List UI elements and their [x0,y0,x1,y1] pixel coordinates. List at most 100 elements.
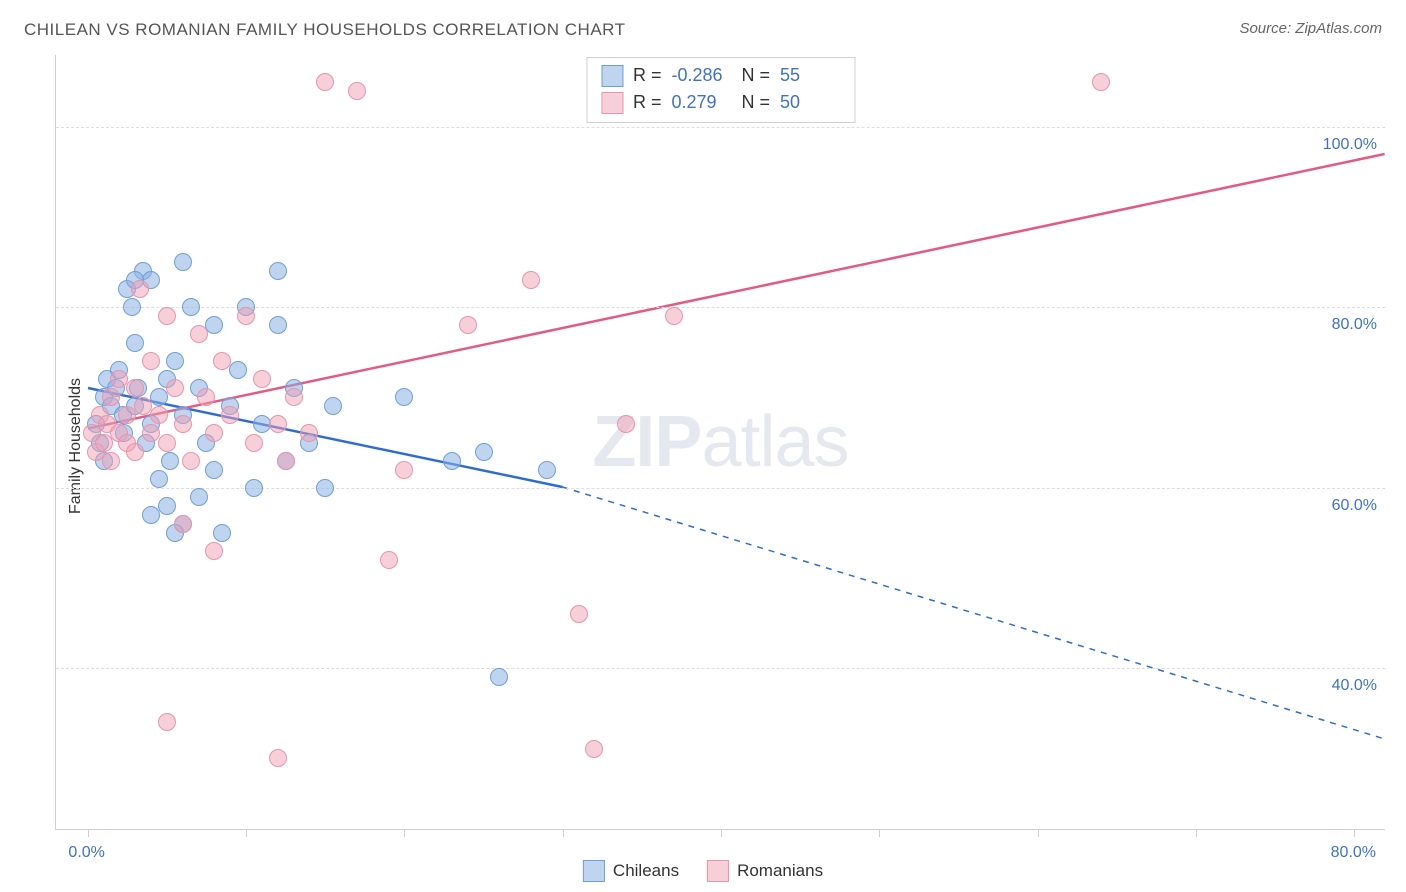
data-point [213,352,231,370]
y-tick-label: 40.0% [1332,677,1377,695]
data-point [150,470,168,488]
x-tick [404,829,405,837]
legend-n-value: 50 [780,89,840,116]
data-point [348,82,366,100]
data-point [161,452,179,470]
data-point [166,379,184,397]
data-point [490,668,508,686]
legend-r-label: R = [633,89,662,116]
correlation-legend: R = -0.286 N = 55 R = 0.279 N = 50 [586,57,855,123]
data-point [197,388,215,406]
y-tick-label: 100.0% [1323,136,1377,154]
data-point [126,334,144,352]
data-point [443,452,461,470]
data-point [253,370,271,388]
x-tick [1038,829,1039,837]
data-point [380,551,398,569]
series-name: Chileans [613,861,679,881]
data-point [316,73,334,91]
data-point [102,388,120,406]
data-point [190,488,208,506]
data-point [1092,73,1110,91]
data-point [205,461,223,479]
data-point [205,542,223,560]
trendline [88,154,1385,429]
data-point [174,415,192,433]
x-tick [246,829,247,837]
legend-row: R = -0.286 N = 55 [601,62,840,89]
data-point [158,713,176,731]
series-legend-item: Romanians [707,860,823,882]
data-point [395,388,413,406]
trendline-extrapolated [562,487,1384,739]
x-tick [1354,829,1355,837]
x-tick [721,829,722,837]
data-point [123,298,141,316]
data-point [245,434,263,452]
data-point [205,424,223,442]
data-point [158,497,176,515]
data-point [522,271,540,289]
x-tick [879,829,880,837]
y-tick-label: 80.0% [1332,316,1377,334]
data-point [150,406,168,424]
data-point [158,434,176,452]
data-point [237,307,255,325]
data-point [538,461,556,479]
y-tick-label: 60.0% [1332,497,1377,515]
data-point [285,388,303,406]
data-point [131,280,149,298]
data-point [570,605,588,623]
data-point [205,316,223,334]
data-point [300,424,318,442]
gridline [56,668,1385,669]
x-tick [88,829,89,837]
data-point [459,316,477,334]
data-point [126,379,144,397]
x-tick-label: 0.0% [68,844,104,862]
source-attribution: Source: ZipAtlas.com [1239,20,1382,37]
legend-r-value: 0.279 [672,89,732,116]
legend-n-label: N = [742,62,771,89]
data-point [174,515,192,533]
x-tick-label: 80.0% [1331,844,1376,862]
data-point [174,253,192,271]
legend-swatch [601,92,623,114]
data-point [166,352,184,370]
x-tick [563,829,564,837]
data-point [277,452,295,470]
legend-n-value: 55 [780,62,840,89]
data-point [182,298,200,316]
data-point [316,479,334,497]
data-point [324,397,342,415]
legend-n-label: N = [742,89,771,116]
chart-title: CHILEAN VS ROMANIAN FAMILY HOUSEHOLDS CO… [24,20,626,40]
data-point [245,479,263,497]
data-point [585,740,603,758]
gridline [56,307,1385,308]
legend-swatch [583,860,605,882]
data-point [229,361,247,379]
gridline [56,127,1385,128]
legend-row: R = 0.279 N = 50 [601,89,840,116]
data-point [475,443,493,461]
data-point [269,316,287,334]
legend-r-label: R = [633,62,662,89]
data-point [269,415,287,433]
data-point [158,307,176,325]
data-point [213,524,231,542]
data-point [142,506,160,524]
data-point [221,406,239,424]
data-point [269,262,287,280]
data-point [190,325,208,343]
data-point [142,352,160,370]
data-point [126,443,144,461]
x-tick [1196,829,1197,837]
data-point [269,749,287,767]
data-point [665,307,683,325]
data-point [617,415,635,433]
series-legend: Chileans Romanians [575,858,831,884]
legend-r-value: -0.286 [672,62,732,89]
series-legend-item: Chileans [583,860,679,882]
watermark: ZIPatlas [592,401,848,483]
